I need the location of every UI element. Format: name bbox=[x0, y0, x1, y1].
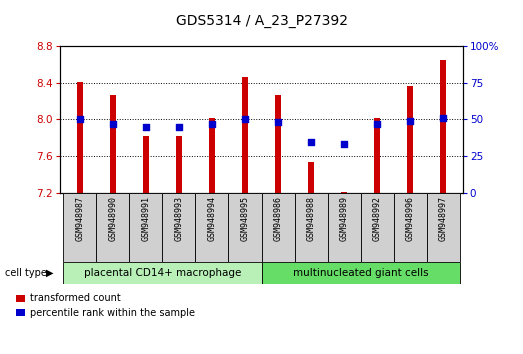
Text: GSM948988: GSM948988 bbox=[306, 196, 315, 241]
Bar bbox=[196, 193, 229, 262]
Bar bbox=[294, 193, 327, 262]
Text: GSM948987: GSM948987 bbox=[75, 196, 84, 241]
Text: ▶: ▶ bbox=[46, 268, 53, 278]
Point bbox=[142, 124, 150, 130]
Bar bbox=[176, 136, 182, 193]
Bar bbox=[360, 193, 393, 262]
Bar bbox=[96, 193, 130, 262]
Text: GSM948989: GSM948989 bbox=[339, 196, 348, 241]
Text: transformed count: transformed count bbox=[30, 293, 121, 303]
Bar bbox=[407, 86, 413, 193]
Text: GSM948993: GSM948993 bbox=[175, 196, 184, 241]
Point bbox=[340, 142, 348, 147]
Text: placental CD14+ macrophage: placental CD14+ macrophage bbox=[84, 268, 241, 278]
Point bbox=[76, 116, 84, 122]
Text: GSM948991: GSM948991 bbox=[141, 196, 151, 241]
Bar bbox=[341, 192, 347, 193]
Bar bbox=[393, 193, 427, 262]
Text: GSM948997: GSM948997 bbox=[439, 196, 448, 241]
Point bbox=[109, 121, 117, 127]
Text: GSM948992: GSM948992 bbox=[372, 196, 382, 241]
Bar bbox=[242, 77, 248, 193]
Bar bbox=[143, 136, 149, 193]
Bar bbox=[275, 95, 281, 193]
Text: percentile rank within the sample: percentile rank within the sample bbox=[30, 308, 195, 318]
Point bbox=[439, 115, 447, 121]
Bar bbox=[130, 193, 163, 262]
Point bbox=[406, 118, 414, 124]
Bar bbox=[77, 82, 83, 193]
Bar bbox=[209, 118, 215, 193]
Bar bbox=[163, 193, 196, 262]
Bar bbox=[63, 262, 262, 284]
Bar bbox=[63, 193, 96, 262]
Bar bbox=[327, 193, 360, 262]
Bar bbox=[110, 95, 116, 193]
Text: GSM948986: GSM948986 bbox=[274, 196, 282, 241]
Point bbox=[241, 116, 249, 122]
Text: multinucleated giant cells: multinucleated giant cells bbox=[293, 268, 428, 278]
Bar bbox=[427, 193, 460, 262]
Bar bbox=[374, 118, 380, 193]
Text: GSM948994: GSM948994 bbox=[208, 196, 217, 241]
Bar bbox=[308, 162, 314, 193]
Point bbox=[175, 124, 183, 130]
Text: GDS5314 / A_23_P27392: GDS5314 / A_23_P27392 bbox=[176, 14, 347, 28]
Bar bbox=[440, 60, 446, 193]
Text: GSM948995: GSM948995 bbox=[241, 196, 249, 241]
Point bbox=[373, 121, 381, 127]
Bar bbox=[262, 193, 294, 262]
Point bbox=[274, 120, 282, 125]
Bar bbox=[262, 262, 460, 284]
Point bbox=[208, 121, 216, 127]
Text: GSM948996: GSM948996 bbox=[405, 196, 415, 241]
Point bbox=[307, 139, 315, 144]
Bar bbox=[229, 193, 262, 262]
Text: cell type: cell type bbox=[5, 268, 47, 278]
Text: GSM948990: GSM948990 bbox=[108, 196, 118, 241]
